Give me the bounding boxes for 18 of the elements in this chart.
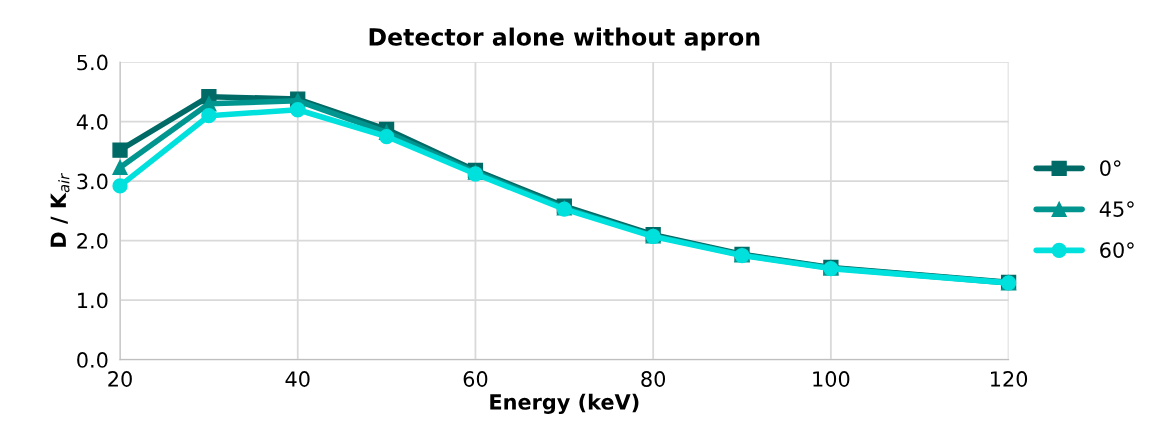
x-tick-label: 40 <box>285 371 310 387</box>
x-tick-label: 60 <box>463 371 488 387</box>
x-axis-title: Energy (keV) <box>490 393 639 415</box>
legend-label: 60° <box>1100 242 1134 258</box>
y-tick-label: 1.0 <box>78 292 108 309</box>
y-tick-label: 3.0 <box>77 173 108 190</box>
y-tick-label: 4.0 <box>76 114 108 130</box>
x-tick-label: 20 <box>108 371 132 387</box>
chart-title: Detector alone without apron <box>369 27 760 51</box>
x-tick-label: 120 <box>991 371 1028 387</box>
y-axis-title: D / K$_{air}$ <box>50 173 70 247</box>
legend-label: 45° <box>1099 201 1134 217</box>
y-tick-label: 5.0 <box>77 54 108 71</box>
legend-label: 0° <box>1100 160 1121 176</box>
y-tick-label: 2.0 <box>77 233 108 249</box>
y-tick-label: 0.0 <box>77 352 108 368</box>
x-tick-label: 100 <box>813 371 850 387</box>
x-tick-label: 80 <box>641 371 666 387</box>
